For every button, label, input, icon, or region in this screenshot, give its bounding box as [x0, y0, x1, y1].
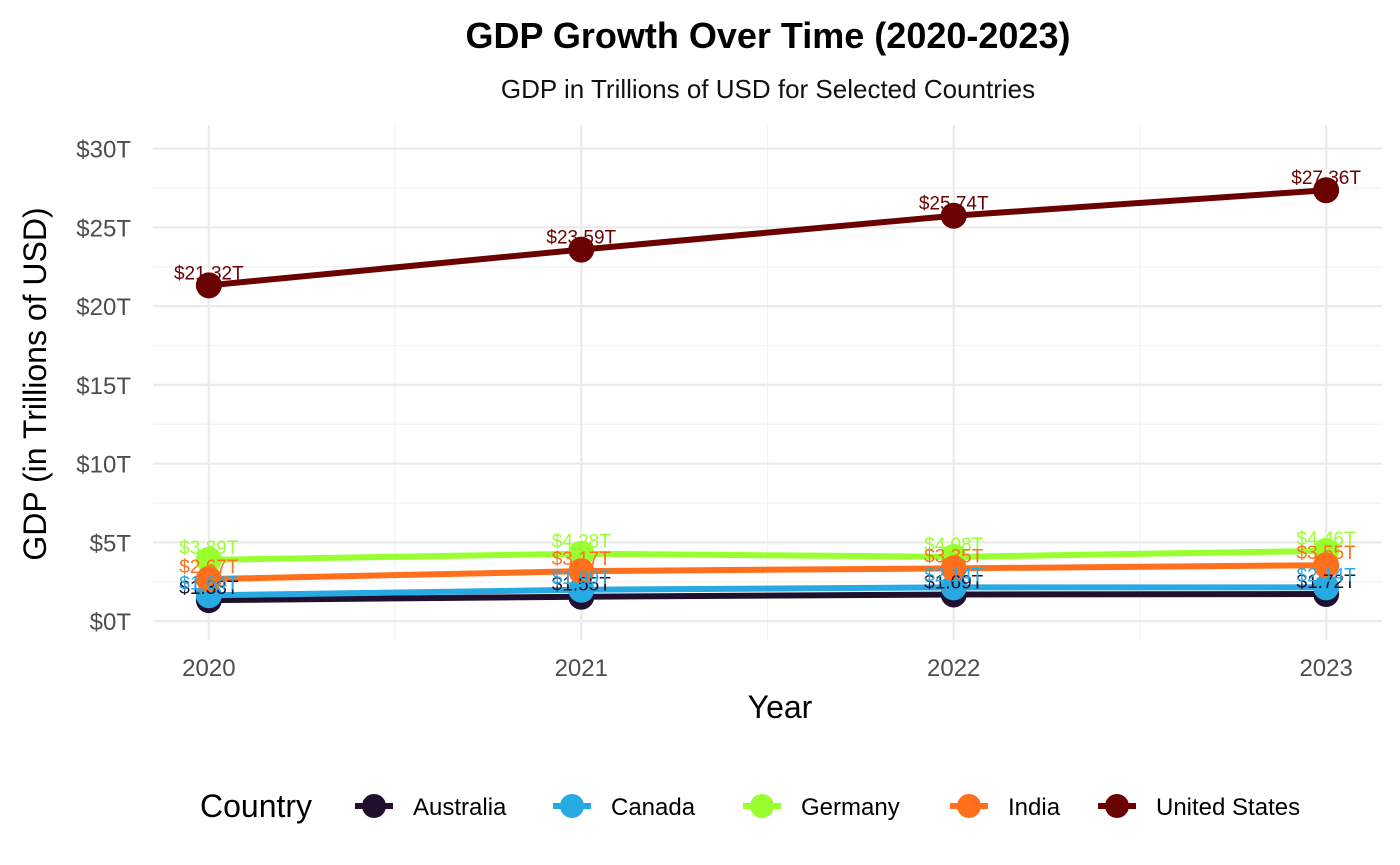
data-point-united-states [940, 202, 967, 229]
data-point-india [195, 566, 222, 593]
chart-subtitle: GDP in Trillions of USD for Selected Cou… [501, 74, 1035, 104]
data-point-india [1313, 552, 1340, 579]
series-line-australia [208, 591, 1327, 604]
series-line-germany [208, 547, 1327, 563]
y-axis-ticks: $0T $5T $10T $15T $20T $25T $30T [76, 137, 131, 636]
data-label: $1.64T [179, 573, 239, 594]
data-label: $2.67T [179, 557, 239, 578]
series-lines [195, 177, 1340, 614]
data-point-united-states [195, 272, 222, 299]
data-label: $1.33T [179, 578, 239, 599]
data-label: $1.99T [552, 568, 612, 589]
data-label: $25.74T [919, 194, 989, 215]
x-tick-label: 2020 [182, 655, 235, 682]
data-label: $2.14T [924, 565, 984, 586]
y-tick-label: $20T [76, 294, 131, 321]
legend-label-australia: Australia [413, 794, 507, 821]
grid [153, 125, 1382, 640]
legend-label-canada: Canada [611, 794, 696, 821]
y-tick-label: $25T [76, 215, 131, 242]
data-point-germany [195, 546, 222, 573]
legend-key-point-germany [750, 794, 774, 818]
chart-title: GDP Growth Over Time (2020-2023) [466, 15, 1071, 56]
data-point-canada [568, 576, 595, 603]
data-point-india [940, 555, 967, 582]
data-label: $1.69T [924, 572, 984, 593]
data-point-india [568, 558, 595, 585]
y-tick-label: $10T [76, 452, 131, 479]
data-label: $3.35T [924, 546, 984, 567]
y-tick-label: $30T [76, 137, 131, 164]
data-label: $23.59T [546, 228, 616, 249]
data-label: $1.72T [1297, 572, 1357, 593]
data-point-canada [940, 574, 967, 601]
data-label: $21.32T [174, 263, 244, 284]
data-label: $3.55T [1297, 543, 1357, 564]
legend-label-germany: Germany [801, 794, 900, 821]
legend-key-point-united-states [1105, 794, 1129, 818]
legend-key-point-india [957, 794, 981, 818]
legend: Country Australia Canada Germany India Unite… [200, 788, 1300, 824]
data-point-canada [1313, 574, 1340, 601]
data-label: $4.28T [552, 532, 612, 553]
x-tick-label: 2022 [927, 655, 980, 682]
series-line-united-states [208, 187, 1327, 289]
legend-title: Country [200, 788, 312, 824]
data-label: $27.36T [1291, 168, 1361, 189]
legend-key-point-canada [560, 794, 584, 818]
x-tick-label: 2021 [555, 655, 608, 682]
x-axis-title: Year [748, 689, 813, 725]
series-line-india [208, 562, 1327, 583]
legend-label-united-states: United States [1156, 794, 1300, 821]
data-label: $4.46T [1297, 529, 1357, 550]
y-tick-label: $15T [76, 373, 131, 400]
data-label: $4.08T [924, 535, 984, 556]
legend-key-point-australia [362, 794, 386, 818]
data-label: $2.14T [1297, 565, 1357, 586]
data-label: $3.17T [552, 549, 612, 570]
legend-label-india: India [1008, 794, 1061, 821]
y-tick-label: $0T [90, 609, 132, 636]
x-axis-ticks: 2020 2021 2022 2023 [182, 655, 1353, 682]
y-tick-label: $5T [90, 530, 132, 557]
data-point-united-states [1313, 177, 1340, 204]
series-line-canada [208, 584, 1327, 599]
y-axis-title: GDP (in Trillions of USD) [17, 207, 53, 560]
x-tick-label: 2023 [1299, 655, 1352, 682]
data-point-united-states [568, 236, 595, 263]
data-label: $3.89T [179, 538, 239, 559]
data-labels: $1.33T $1.55T $1.69T $1.72T $1.64T $1.99T $2.1… [174, 168, 1361, 599]
data-label: $1.55T [552, 575, 612, 596]
